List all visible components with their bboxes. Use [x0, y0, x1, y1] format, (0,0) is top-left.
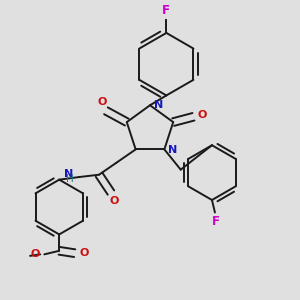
Text: O: O [198, 110, 207, 120]
Text: O: O [31, 249, 40, 260]
Text: O: O [79, 248, 88, 258]
Text: N: N [64, 169, 74, 179]
Text: O: O [110, 196, 119, 206]
Text: N: N [168, 145, 178, 155]
Text: N: N [154, 100, 163, 110]
Text: F: F [162, 4, 170, 17]
Text: O: O [98, 97, 107, 107]
Text: F: F [212, 215, 220, 229]
Text: H: H [66, 175, 74, 184]
